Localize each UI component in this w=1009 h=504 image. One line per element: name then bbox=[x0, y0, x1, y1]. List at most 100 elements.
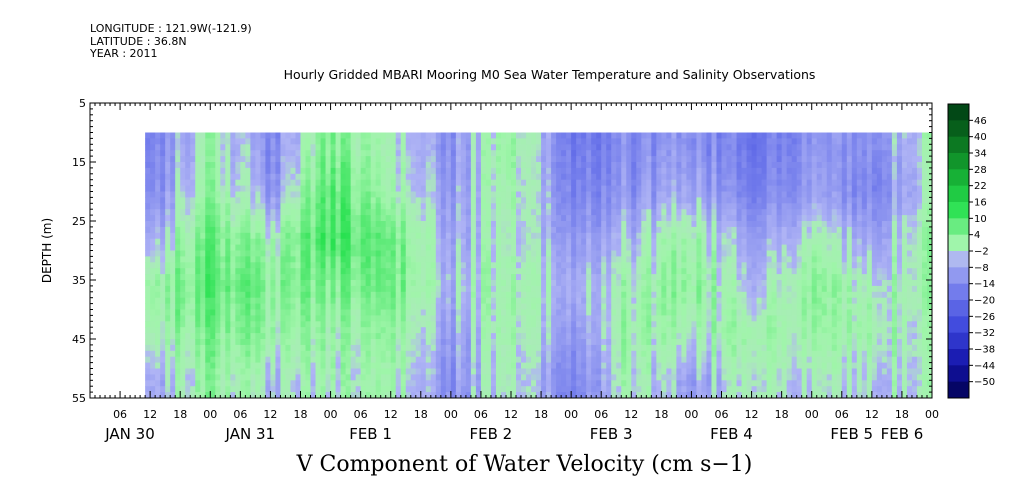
heatmap-cell bbox=[541, 392, 547, 399]
heatmap-cell bbox=[295, 179, 301, 186]
heatmap-cell bbox=[290, 238, 296, 245]
heatmap-cell bbox=[646, 285, 652, 293]
heatmap-cell bbox=[385, 262, 392, 269]
heatmap-cell bbox=[616, 297, 622, 304]
heatmap-cell bbox=[435, 274, 442, 281]
heatmap-cell bbox=[295, 274, 301, 281]
heatmap-cell bbox=[205, 315, 211, 322]
heatmap-cell bbox=[631, 179, 637, 186]
heatmap-cell bbox=[601, 291, 607, 299]
heatmap-cell bbox=[435, 268, 442, 275]
heatmap-cell bbox=[596, 138, 602, 145]
heatmap-cell bbox=[205, 156, 211, 163]
heatmap-cell bbox=[586, 167, 592, 175]
heatmap-cell bbox=[145, 150, 151, 157]
heatmap-cell bbox=[485, 392, 492, 399]
heatmap-cell bbox=[636, 262, 642, 269]
heatmap-cell bbox=[531, 285, 537, 293]
heatmap-cell bbox=[581, 221, 587, 228]
heatmap-cell bbox=[460, 262, 467, 269]
heatmap-cell bbox=[596, 374, 602, 381]
heatmap-cell bbox=[536, 191, 542, 198]
heatmap-cell bbox=[611, 392, 617, 399]
heatmap-cell bbox=[631, 285, 637, 293]
heatmap-cell bbox=[295, 362, 301, 369]
heatmap-cell bbox=[330, 150, 336, 157]
heatmap-cell bbox=[350, 386, 357, 393]
heatmap-cell bbox=[170, 250, 176, 257]
heatmap-cell bbox=[465, 344, 472, 352]
heatmap-cell bbox=[511, 250, 517, 257]
heatmap-cell bbox=[651, 350, 657, 358]
heatmap-cell bbox=[295, 162, 301, 169]
heatmap-cell bbox=[300, 309, 306, 316]
heatmap-cell bbox=[505, 291, 512, 299]
heatmap-cell bbox=[335, 150, 341, 157]
heatmap-cell bbox=[651, 203, 657, 210]
heatmap-cell bbox=[566, 374, 572, 381]
heatmap-cell bbox=[160, 274, 166, 281]
heatmap-cell bbox=[410, 226, 417, 234]
heatmap-cell bbox=[511, 209, 517, 216]
heatmap-cell bbox=[490, 250, 497, 257]
heatmap-cell bbox=[235, 315, 241, 322]
heatmap-cell bbox=[300, 185, 306, 192]
heatmap-cell bbox=[571, 285, 577, 293]
heatmap-cell bbox=[405, 285, 412, 293]
heatmap-cell bbox=[205, 191, 211, 198]
heatmap-cell bbox=[440, 280, 447, 287]
heatmap-cell bbox=[390, 132, 397, 139]
heatmap-cell bbox=[591, 339, 597, 346]
heatmap-cell bbox=[676, 339, 682, 346]
heatmap-cell bbox=[280, 344, 286, 352]
heatmap-cell bbox=[626, 150, 632, 157]
heatmap-cell bbox=[235, 344, 241, 352]
heatmap-cell bbox=[691, 362, 697, 369]
heatmap-cell bbox=[626, 280, 632, 287]
heatmap-cell bbox=[145, 315, 151, 322]
heatmap-cell bbox=[500, 303, 507, 310]
heatmap-cell bbox=[440, 315, 447, 322]
heatmap-cell bbox=[460, 392, 467, 399]
heatmap-cell bbox=[335, 221, 341, 228]
heatmap-cell bbox=[180, 303, 186, 310]
heatmap-cell bbox=[230, 138, 236, 145]
heatmap-cell bbox=[225, 374, 231, 381]
heatmap-cell bbox=[626, 209, 632, 216]
heatmap-cell bbox=[440, 238, 447, 245]
heatmap-cell bbox=[275, 179, 281, 186]
heatmap-cell bbox=[460, 203, 467, 210]
heatmap-cell bbox=[596, 244, 602, 251]
heatmap-cell bbox=[505, 232, 512, 240]
heatmap-cell bbox=[511, 350, 517, 358]
heatmap-cell bbox=[230, 344, 236, 352]
heatmap-cell bbox=[205, 280, 211, 287]
heatmap-cell bbox=[641, 221, 647, 228]
heatmap-cell bbox=[325, 244, 331, 251]
heatmap-cell bbox=[330, 268, 336, 275]
heatmap-cell bbox=[495, 268, 502, 275]
heatmap-cell bbox=[255, 350, 261, 358]
heatmap-cell bbox=[360, 321, 367, 328]
heatmap-cell bbox=[290, 203, 296, 210]
heatmap-cell bbox=[641, 327, 647, 334]
heatmap-cell bbox=[475, 268, 482, 275]
heatmap-cell bbox=[521, 321, 527, 328]
heatmap-cell bbox=[210, 221, 216, 228]
heatmap-cell bbox=[541, 297, 547, 304]
heatmap-cell bbox=[571, 356, 577, 363]
heatmap-cell bbox=[516, 297, 522, 304]
heatmap-cell bbox=[621, 162, 627, 169]
heatmap-cell bbox=[210, 297, 216, 304]
heatmap-cell bbox=[611, 238, 617, 245]
heatmap-cell bbox=[145, 356, 151, 363]
heatmap-cell bbox=[290, 191, 296, 198]
heatmap-cell bbox=[280, 262, 286, 269]
heatmap-cell bbox=[470, 226, 477, 234]
heatmap-cell bbox=[215, 291, 221, 299]
heatmap-cell bbox=[475, 162, 482, 169]
heatmap-cell bbox=[250, 244, 256, 251]
heatmap-cell bbox=[676, 374, 682, 381]
heatmap-cell bbox=[516, 203, 522, 210]
heatmap-cell bbox=[330, 262, 336, 269]
